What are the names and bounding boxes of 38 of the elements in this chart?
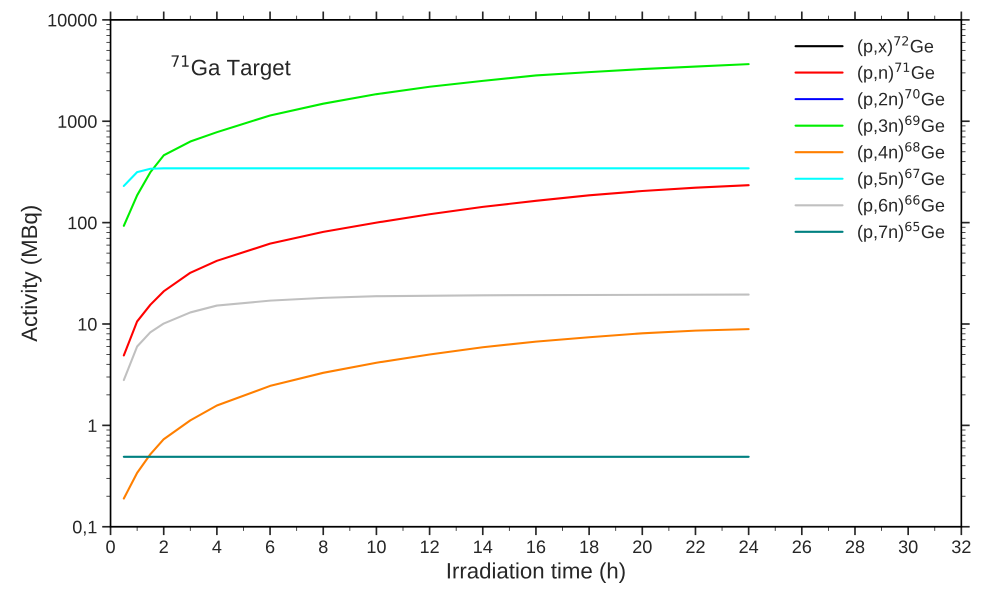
- x-tick-label: 10: [368, 540, 386, 554]
- y-tick-label: 10000: [48, 14, 97, 27]
- x-tick-label: 18: [580, 540, 598, 554]
- x-tick-label: 28: [846, 540, 864, 554]
- annotation: $^{71}$Ga Target: [172, 55, 291, 80]
- x-tick-label: 2: [160, 540, 168, 554]
- x-axis-title: Irradiation time (h): [448, 562, 625, 584]
- x-tick-label: 16: [527, 540, 546, 554]
- line-series: [122, 294, 750, 382]
- x-tick-label: 22: [686, 540, 705, 554]
- line-series: [122, 328, 750, 500]
- y-tick-label: 1000: [58, 115, 97, 128]
- legend-label: (p,2n)$^{70}$Ge: [858, 89, 944, 110]
- x-tick-label: 24: [740, 540, 758, 554]
- y-tick-label: 0,1: [72, 520, 96, 536]
- legend-label: (p,6n)$^{66}$Ge: [858, 195, 944, 216]
- line-series: [122, 167, 750, 187]
- x-tick-label: 32: [952, 540, 970, 554]
- y-tick-label: 100: [68, 216, 97, 230]
- x-tick-label: 6: [266, 540, 274, 554]
- y-tick-label: 10: [78, 318, 97, 331]
- x-tick-label: 4: [212, 540, 222, 554]
- legend-label: (p,7n)$^{65}$Ge: [858, 222, 944, 242]
- x-tick-label: 30: [898, 540, 918, 554]
- x-tick-label: 14: [474, 540, 492, 554]
- x-tick-label: 20: [633, 540, 652, 554]
- legend-label: (p,5n)$^{67}$Ge: [858, 168, 944, 189]
- line-series: [122, 184, 750, 356]
- legend-label: (p,x)$^{72}$Ge: [858, 36, 934, 56]
- legend-label: (p,n)$^{71}$Ge: [858, 62, 934, 83]
- legend-label: (p,3n)$^{69}$Ge: [858, 116, 944, 136]
- x-tick-label: 26: [792, 540, 812, 554]
- y-axis-title: Activity (MBq): [20, 206, 42, 342]
- y-tick-label: 1: [88, 419, 96, 432]
- x-tick-label: 8: [319, 540, 328, 554]
- legend-label: (p,4n)$^{68}$Ge: [858, 142, 944, 162]
- x-tick-label: 0: [106, 540, 115, 554]
- x-tick-label: 12: [420, 540, 439, 554]
